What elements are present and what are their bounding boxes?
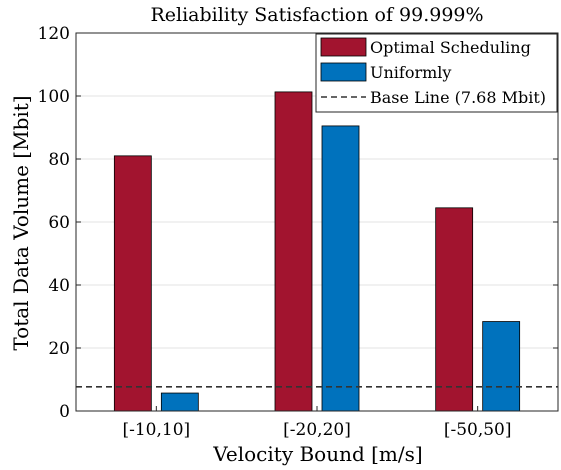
legend-label-optimal: Optimal Scheduling <box>370 38 531 57</box>
y-tick-label: 40 <box>48 276 70 296</box>
x-axis-label: Velocity Bound [m/s] <box>212 442 422 466</box>
y-tick-label: 60 <box>48 213 70 233</box>
bar-uniform-2 <box>482 321 521 412</box>
legend-label-baseline: Base Line (7.68 Mbit) <box>370 88 546 107</box>
legend-swatch-optimal <box>320 37 367 57</box>
y-tick-label: 0 <box>59 402 70 422</box>
x-tick-label: [-20,20] <box>283 420 351 440</box>
y-axis-label: Total Data Volume [Mbit] <box>9 95 33 350</box>
y-tick-label: 100 <box>38 87 70 107</box>
bar-optimal-0 <box>113 155 152 412</box>
y-tick-label: 80 <box>48 150 70 170</box>
bar-uniform-1 <box>321 125 360 412</box>
y-axis-ticks: 0 20 40 60 80 100 120 <box>38 24 558 422</box>
x-tick-label: [-10,10] <box>122 420 190 440</box>
bar-uniform-0 <box>160 392 199 412</box>
chart-title: Reliability Satisfaction of 99.999% <box>150 4 483 26</box>
x-tick-label: [-50,50] <box>444 420 512 440</box>
legend: Optimal Scheduling Uniformly Base Line (7.… <box>315 33 558 113</box>
x-axis-ticks: [-10,10] [-20,20] [-50,50] <box>122 406 512 440</box>
y-tick-label: 120 <box>38 24 70 44</box>
bar-optimal-2 <box>435 207 474 412</box>
legend-swatch-uniform <box>320 62 367 82</box>
y-tick-label: 20 <box>48 339 70 359</box>
bar-optimal-1 <box>274 91 313 412</box>
bars <box>113 91 521 412</box>
legend-label-uniform: Uniformly <box>370 63 451 82</box>
